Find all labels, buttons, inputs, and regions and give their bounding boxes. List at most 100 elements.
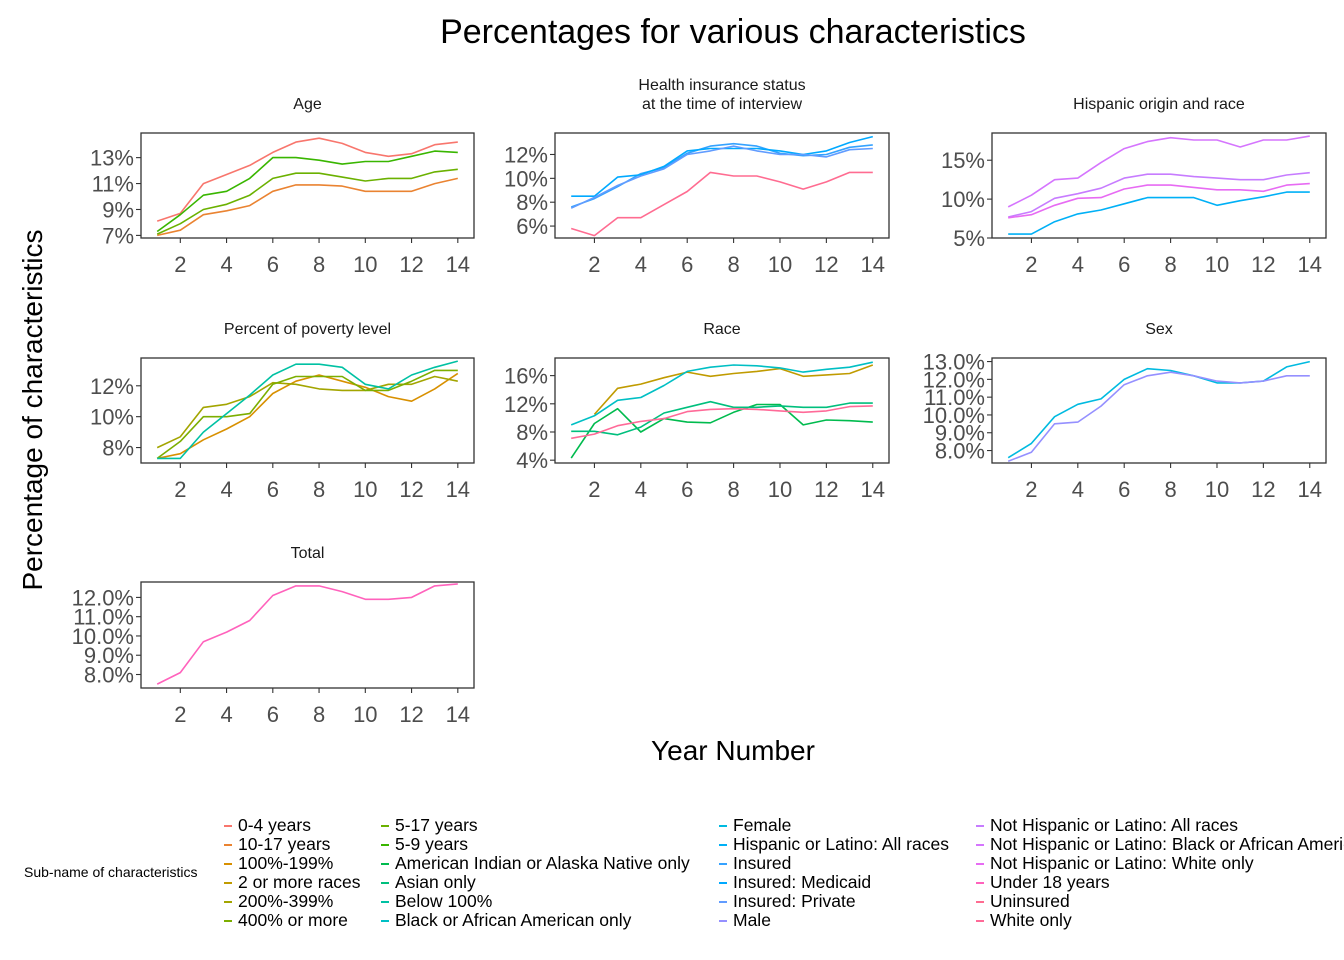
x-tick-label: 2 [588, 252, 600, 277]
legend-swatch [224, 881, 232, 884]
x-tick-label: 6 [681, 477, 693, 502]
y-tick-label: 13.0% [923, 350, 985, 375]
x-tick-label: 12 [399, 702, 423, 727]
x-tick-label: 2 [174, 252, 186, 277]
x-tick-label: 10 [768, 252, 792, 277]
y-tick-label: 10% [90, 405, 134, 430]
series-line [157, 372, 459, 460]
legend-swatch [976, 881, 984, 884]
y-tick-label: 12.0% [923, 367, 985, 392]
series-line [1008, 191, 1310, 235]
legend-item: Insured: Medicaid [717, 872, 949, 892]
legend-item: American Indian or Alaska Native only [379, 853, 690, 873]
x-tick-label: 10 [1205, 477, 1229, 502]
legend-item: Insured [717, 853, 949, 873]
legend-swatch [719, 824, 727, 827]
legend-label: White only [990, 910, 1072, 930]
legend-label: Insured [733, 853, 792, 873]
legend-swatch [719, 919, 727, 922]
legend-label: Male [733, 910, 771, 930]
legend-swatch [976, 862, 984, 865]
x-tick-label: 8 [727, 477, 739, 502]
x-tick-label: 4 [635, 477, 647, 502]
legend-label: 0-4 years [238, 815, 311, 835]
x-tick-label: 4 [1072, 477, 1084, 502]
y-tick-label: 10% [504, 166, 548, 191]
x-tick-label: 4 [220, 702, 232, 727]
legend-title: Sub-name of characteristics [24, 864, 198, 880]
x-tick-label: 14 [1298, 477, 1322, 502]
y-tick-label: 11.0% [73, 605, 134, 630]
panel-title: Health insurance status at the time of in… [638, 77, 805, 113]
y-tick-label: 7% [102, 223, 134, 248]
y-tick-label: 11.0% [924, 385, 985, 410]
legend-swatch [381, 824, 389, 827]
y-tick-label: 10% [941, 187, 985, 212]
series-line [593, 364, 874, 415]
panel-title: Total [291, 545, 325, 562]
legend-label: Not Hispanic or Latino: White only [990, 853, 1254, 873]
legend-item: Male [717, 910, 949, 930]
panel-title: Hispanic origin and race [1073, 96, 1245, 113]
series-line [156, 375, 458, 449]
series-line [157, 360, 459, 460]
x-tick-label: 2 [1025, 477, 1037, 502]
legend-item: Not Hispanic or Latino: Black or African… [974, 834, 1344, 854]
legend-item: Asian only [379, 872, 690, 892]
panel-title: Percent of poverty level [224, 321, 391, 338]
y-tick-label: 12% [504, 142, 548, 167]
legend-item: White only [974, 910, 1344, 930]
y-tick-label: 8% [102, 436, 134, 461]
x-tick-label: 8 [313, 477, 325, 502]
legend-label: Not Hispanic or Latino: All races [990, 815, 1239, 835]
legend-swatch [381, 843, 389, 846]
legend-label: Insured: Private [733, 891, 856, 911]
legend: Sub-name of characteristics 0-4 years 10-… [0, 812, 1344, 952]
x-tick-label: 6 [267, 477, 279, 502]
series-line [1008, 171, 1310, 218]
x-tick-label: 14 [446, 702, 470, 727]
x-tick-label: 12 [814, 252, 838, 277]
x-tick-label: 4 [635, 252, 647, 277]
legend-column: 0-4 years 10-17 years 100%-199% 2 or more r… [222, 815, 361, 930]
legend-item: Uninsured [974, 891, 1344, 911]
legend-swatch [381, 862, 389, 865]
legend-item: 100%-199% [222, 853, 361, 873]
y-tick-label: 12.0% [72, 585, 134, 610]
x-tick-label: 6 [267, 252, 279, 277]
series-line [570, 145, 873, 209]
legend-item: Not Hispanic or Latino: White only [974, 853, 1344, 873]
x-tick-label: 10 [353, 702, 377, 727]
legend-swatch [719, 900, 727, 903]
legend-swatch [224, 862, 232, 865]
legend-label: American Indian or Alaska Native only [395, 853, 690, 873]
x-tick-label: 14 [446, 252, 470, 277]
x-axis-title: Year Number [651, 735, 815, 766]
x-tick-label: 6 [681, 252, 693, 277]
facet-panel: Age 7%9%11%13% 2 4 6 8 10 12 14 [90, 96, 475, 277]
legend-item: Hispanic or Latino: All races [717, 834, 949, 854]
legend-item: 5-9 years [379, 834, 690, 854]
series-line [1008, 182, 1310, 219]
legend-column: Female Hispanic or Latino: All races Insur… [717, 815, 949, 930]
facet-panels: Age 7%9%11%13% 2 4 6 8 10 12 14 Health insurance … [72, 77, 1327, 727]
y-tick-label: 11% [92, 172, 134, 197]
legend-item: 0-4 years [222, 815, 361, 835]
legend-swatch [719, 862, 727, 865]
legend-item: Below 100% [379, 891, 690, 911]
x-tick-label: 8 [727, 252, 739, 277]
facet-panel: Race 4% 8% 12% 16% 2 4 6 8 10 12 14 [504, 321, 890, 502]
x-tick-label: 2 [174, 702, 186, 727]
x-tick-label: 2 [174, 477, 186, 502]
x-tick-label: 8 [1164, 252, 1176, 277]
legend-item: Black or African American only [379, 910, 690, 930]
y-tick-label: 4% [516, 448, 548, 473]
x-tick-label: 14 [1298, 252, 1322, 277]
panel-border [140, 357, 475, 464]
series-line [157, 177, 458, 237]
legend-label: Insured: Medicaid [733, 872, 872, 892]
legend-label: Asian only [395, 872, 476, 892]
legend-item: Under 18 years [974, 872, 1344, 892]
series-line [1007, 371, 1310, 462]
legend-swatch [976, 900, 984, 903]
